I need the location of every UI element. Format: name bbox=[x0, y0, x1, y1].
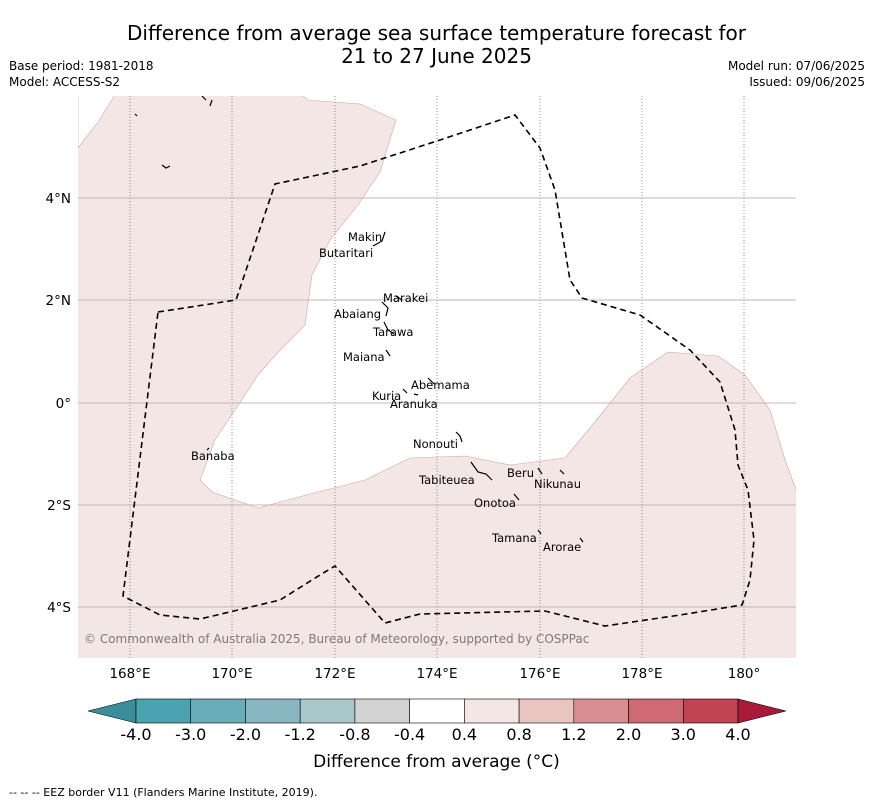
colorbar-tick: 1.2 bbox=[561, 725, 587, 744]
base-period: Base period: 1981-2018 bbox=[9, 59, 154, 73]
island-shapes bbox=[134, 96, 584, 543]
island-label-butaritari: Butaritari bbox=[319, 246, 373, 260]
colorbar-tick: -2.0 bbox=[229, 725, 262, 744]
island-label-onotoa: Onotoa bbox=[474, 496, 516, 510]
colorbar-segment bbox=[464, 698, 520, 724]
colorbar-segment bbox=[628, 698, 684, 724]
model-name: Model: ACCESS-S2 bbox=[9, 75, 121, 89]
lon-label: 180° bbox=[728, 666, 761, 682]
island-labels: Makin Butaritari Marakei Abaiang Tarawa … bbox=[191, 230, 581, 554]
colorbar-segment bbox=[245, 698, 301, 724]
lat-label: 4°S bbox=[47, 600, 71, 616]
island-label-kuria: Kuria bbox=[372, 389, 401, 403]
lon-label: 176°E bbox=[519, 666, 560, 682]
island-label-abemama: Abemama bbox=[411, 378, 470, 392]
model-run: Model run: 07/06/2025 bbox=[727, 59, 865, 73]
island-label-banaba: Banaba bbox=[191, 449, 235, 463]
island-label-maiana: Maiana bbox=[343, 350, 385, 364]
island-label-nonouti: Nonouti bbox=[413, 437, 458, 451]
colorbar-extend-low bbox=[87, 698, 137, 724]
colorbar-tick: -3.0 bbox=[175, 725, 207, 744]
island-label-aranuka: Aranuka bbox=[390, 397, 438, 411]
colorbar-tick: -0.8 bbox=[339, 725, 371, 744]
map-title: Difference from average sea surface temp… bbox=[0, 22, 873, 68]
colorbar-segment bbox=[518, 698, 575, 724]
map-area: Makin Butaritari Marakei Abaiang Tarawa … bbox=[78, 96, 796, 658]
island-label-marakei: Marakei bbox=[383, 291, 428, 305]
island-label-nikunau: Nikunau bbox=[534, 477, 581, 491]
near-average-region bbox=[78, 96, 796, 509]
colorbar-tick: 3.0 bbox=[670, 725, 696, 744]
colorbar-tick: -4.0 bbox=[120, 725, 152, 744]
lon-label: 170°E bbox=[211, 666, 252, 682]
eez-footnote: -- -- -- EEZ border V11 (Flanders Marine… bbox=[9, 786, 318, 799]
lat-label: 2°N bbox=[46, 293, 71, 309]
lon-axis-labels: 168°E 170°E 172°E 174°E 176°E 178°E 180° bbox=[109, 666, 760, 682]
lon-label: 168°E bbox=[109, 666, 150, 682]
colorbar-tick: -0.4 bbox=[394, 725, 426, 744]
meta-right: Model run: 07/06/2025 Issued: 09/06/2025 bbox=[728, 58, 865, 90]
island-label-beru: Beru bbox=[507, 466, 534, 480]
island-label-tarawa: Tarawa bbox=[372, 325, 413, 339]
meta-left: Base period: 1981-2018 Model: ACCESS-S2 bbox=[9, 58, 154, 90]
colorbar-segment bbox=[682, 698, 739, 724]
colorbar bbox=[87, 698, 787, 724]
lat-label: 0° bbox=[56, 396, 71, 412]
latitude-gridlines bbox=[78, 197, 796, 608]
colorbar-tick: 2.0 bbox=[615, 725, 642, 744]
island-label-tabiteuea: Tabiteuea bbox=[418, 473, 475, 487]
colorbar-segment bbox=[409, 698, 465, 724]
lat-label: 2°S bbox=[47, 498, 71, 514]
issued-date: Issued: 09/06/2025 bbox=[749, 75, 865, 89]
colorbar-segment bbox=[190, 698, 246, 724]
copyright-text: © Commonwealth of Australia 2025, Bureau… bbox=[84, 632, 590, 646]
colorbar-segment bbox=[299, 698, 356, 724]
island-label-tamana: Tamana bbox=[491, 531, 537, 545]
island-label-arorae: Arorae bbox=[543, 540, 581, 554]
colorbar-tick: 0.4 bbox=[451, 725, 478, 744]
colorbar-tick: 0.8 bbox=[506, 725, 532, 744]
longitude-gridlines bbox=[129, 96, 745, 658]
island-label-abaiang: Abaiang bbox=[334, 307, 381, 321]
colorbar-tick: 4.0 bbox=[725, 725, 751, 744]
colorbar-segment bbox=[573, 698, 629, 724]
island-label-makin: Makin bbox=[348, 230, 382, 244]
colorbar-label: Difference from average (°C) bbox=[313, 752, 560, 772]
title-line-1: Difference from average sea surface temp… bbox=[126, 21, 746, 45]
lat-axis-labels: 4°N 2°N 0° 2°S 4°S bbox=[46, 191, 71, 616]
lat-label: 4°N bbox=[46, 191, 71, 207]
colorbar-segment bbox=[354, 698, 410, 724]
colorbar-extend-high bbox=[737, 698, 787, 724]
eez-border bbox=[122, 114, 755, 627]
title-line-2: 21 to 27 June 2025 bbox=[341, 44, 532, 68]
colorbar-segment bbox=[135, 698, 192, 724]
lon-label: 172°E bbox=[314, 666, 355, 682]
colorbar-tick: -1.2 bbox=[284, 725, 316, 744]
lon-label: 174°E bbox=[416, 666, 457, 682]
lon-label: 178°E bbox=[621, 666, 662, 682]
